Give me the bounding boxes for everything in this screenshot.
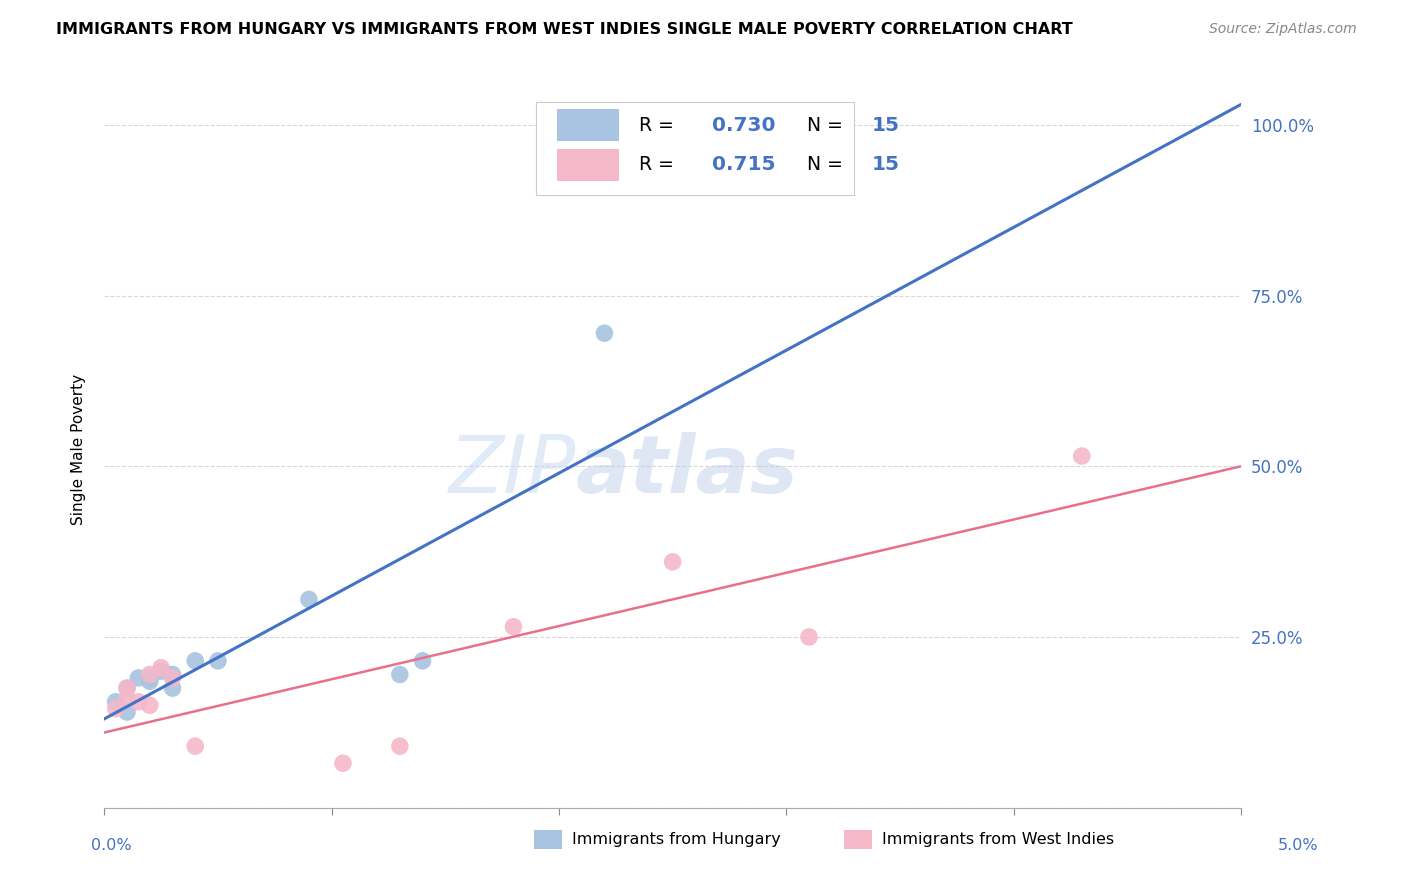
Point (115, 691, 138, 706)
Y-axis label: Single Male Poverty: Single Male Poverty (72, 374, 86, 524)
Text: 0.730: 0.730 (713, 116, 776, 135)
Point (184, 739, 207, 754)
Point (184, 654, 207, 668)
Text: 15: 15 (872, 116, 900, 135)
Point (115, 681, 138, 695)
FancyBboxPatch shape (557, 149, 619, 181)
Point (139, 674, 162, 689)
Point (661, 555, 683, 569)
Text: R =: R = (638, 155, 679, 174)
Point (388, 667, 411, 681)
Point (412, 654, 434, 668)
Text: atlas: atlas (576, 432, 799, 509)
Point (162, 667, 184, 681)
Text: R =: R = (638, 116, 679, 135)
Point (150, 661, 173, 675)
Point (139, 671, 162, 685)
Point (127, 671, 149, 685)
Text: Immigrants from Hungary: Immigrants from Hungary (572, 832, 780, 847)
Point (298, 592, 321, 607)
Text: IMMIGRANTS FROM HUNGARY VS IMMIGRANTS FROM WEST INDIES SINGLE MALE POVERTY CORRE: IMMIGRANTS FROM HUNGARY VS IMMIGRANTS FR… (56, 22, 1073, 37)
Point (593, 326, 616, 341)
Text: ZIP: ZIP (449, 432, 576, 509)
Point (115, 705, 138, 719)
Point (150, 664, 173, 678)
Point (207, 654, 229, 668)
Point (115, 681, 138, 695)
Point (162, 671, 184, 685)
Point (797, 630, 820, 644)
Text: N =: N = (807, 155, 849, 174)
Text: Source: ZipAtlas.com: Source: ZipAtlas.com (1209, 22, 1357, 37)
Point (104, 695, 127, 709)
Point (332, 756, 354, 771)
Point (1070, 449, 1092, 463)
Point (162, 681, 184, 695)
Point (104, 701, 127, 715)
FancyBboxPatch shape (536, 102, 855, 194)
FancyBboxPatch shape (557, 109, 619, 141)
Text: 15: 15 (872, 155, 900, 174)
Point (139, 698, 162, 713)
Point (139, 667, 162, 681)
Point (388, 739, 411, 754)
Text: Immigrants from West Indies: Immigrants from West Indies (882, 832, 1114, 847)
Text: 0.0%: 0.0% (91, 838, 132, 853)
Text: 0.715: 0.715 (713, 155, 776, 174)
Text: N =: N = (807, 116, 849, 135)
Text: 5.0%: 5.0% (1278, 838, 1319, 853)
Point (502, 620, 524, 634)
Point (127, 695, 149, 709)
